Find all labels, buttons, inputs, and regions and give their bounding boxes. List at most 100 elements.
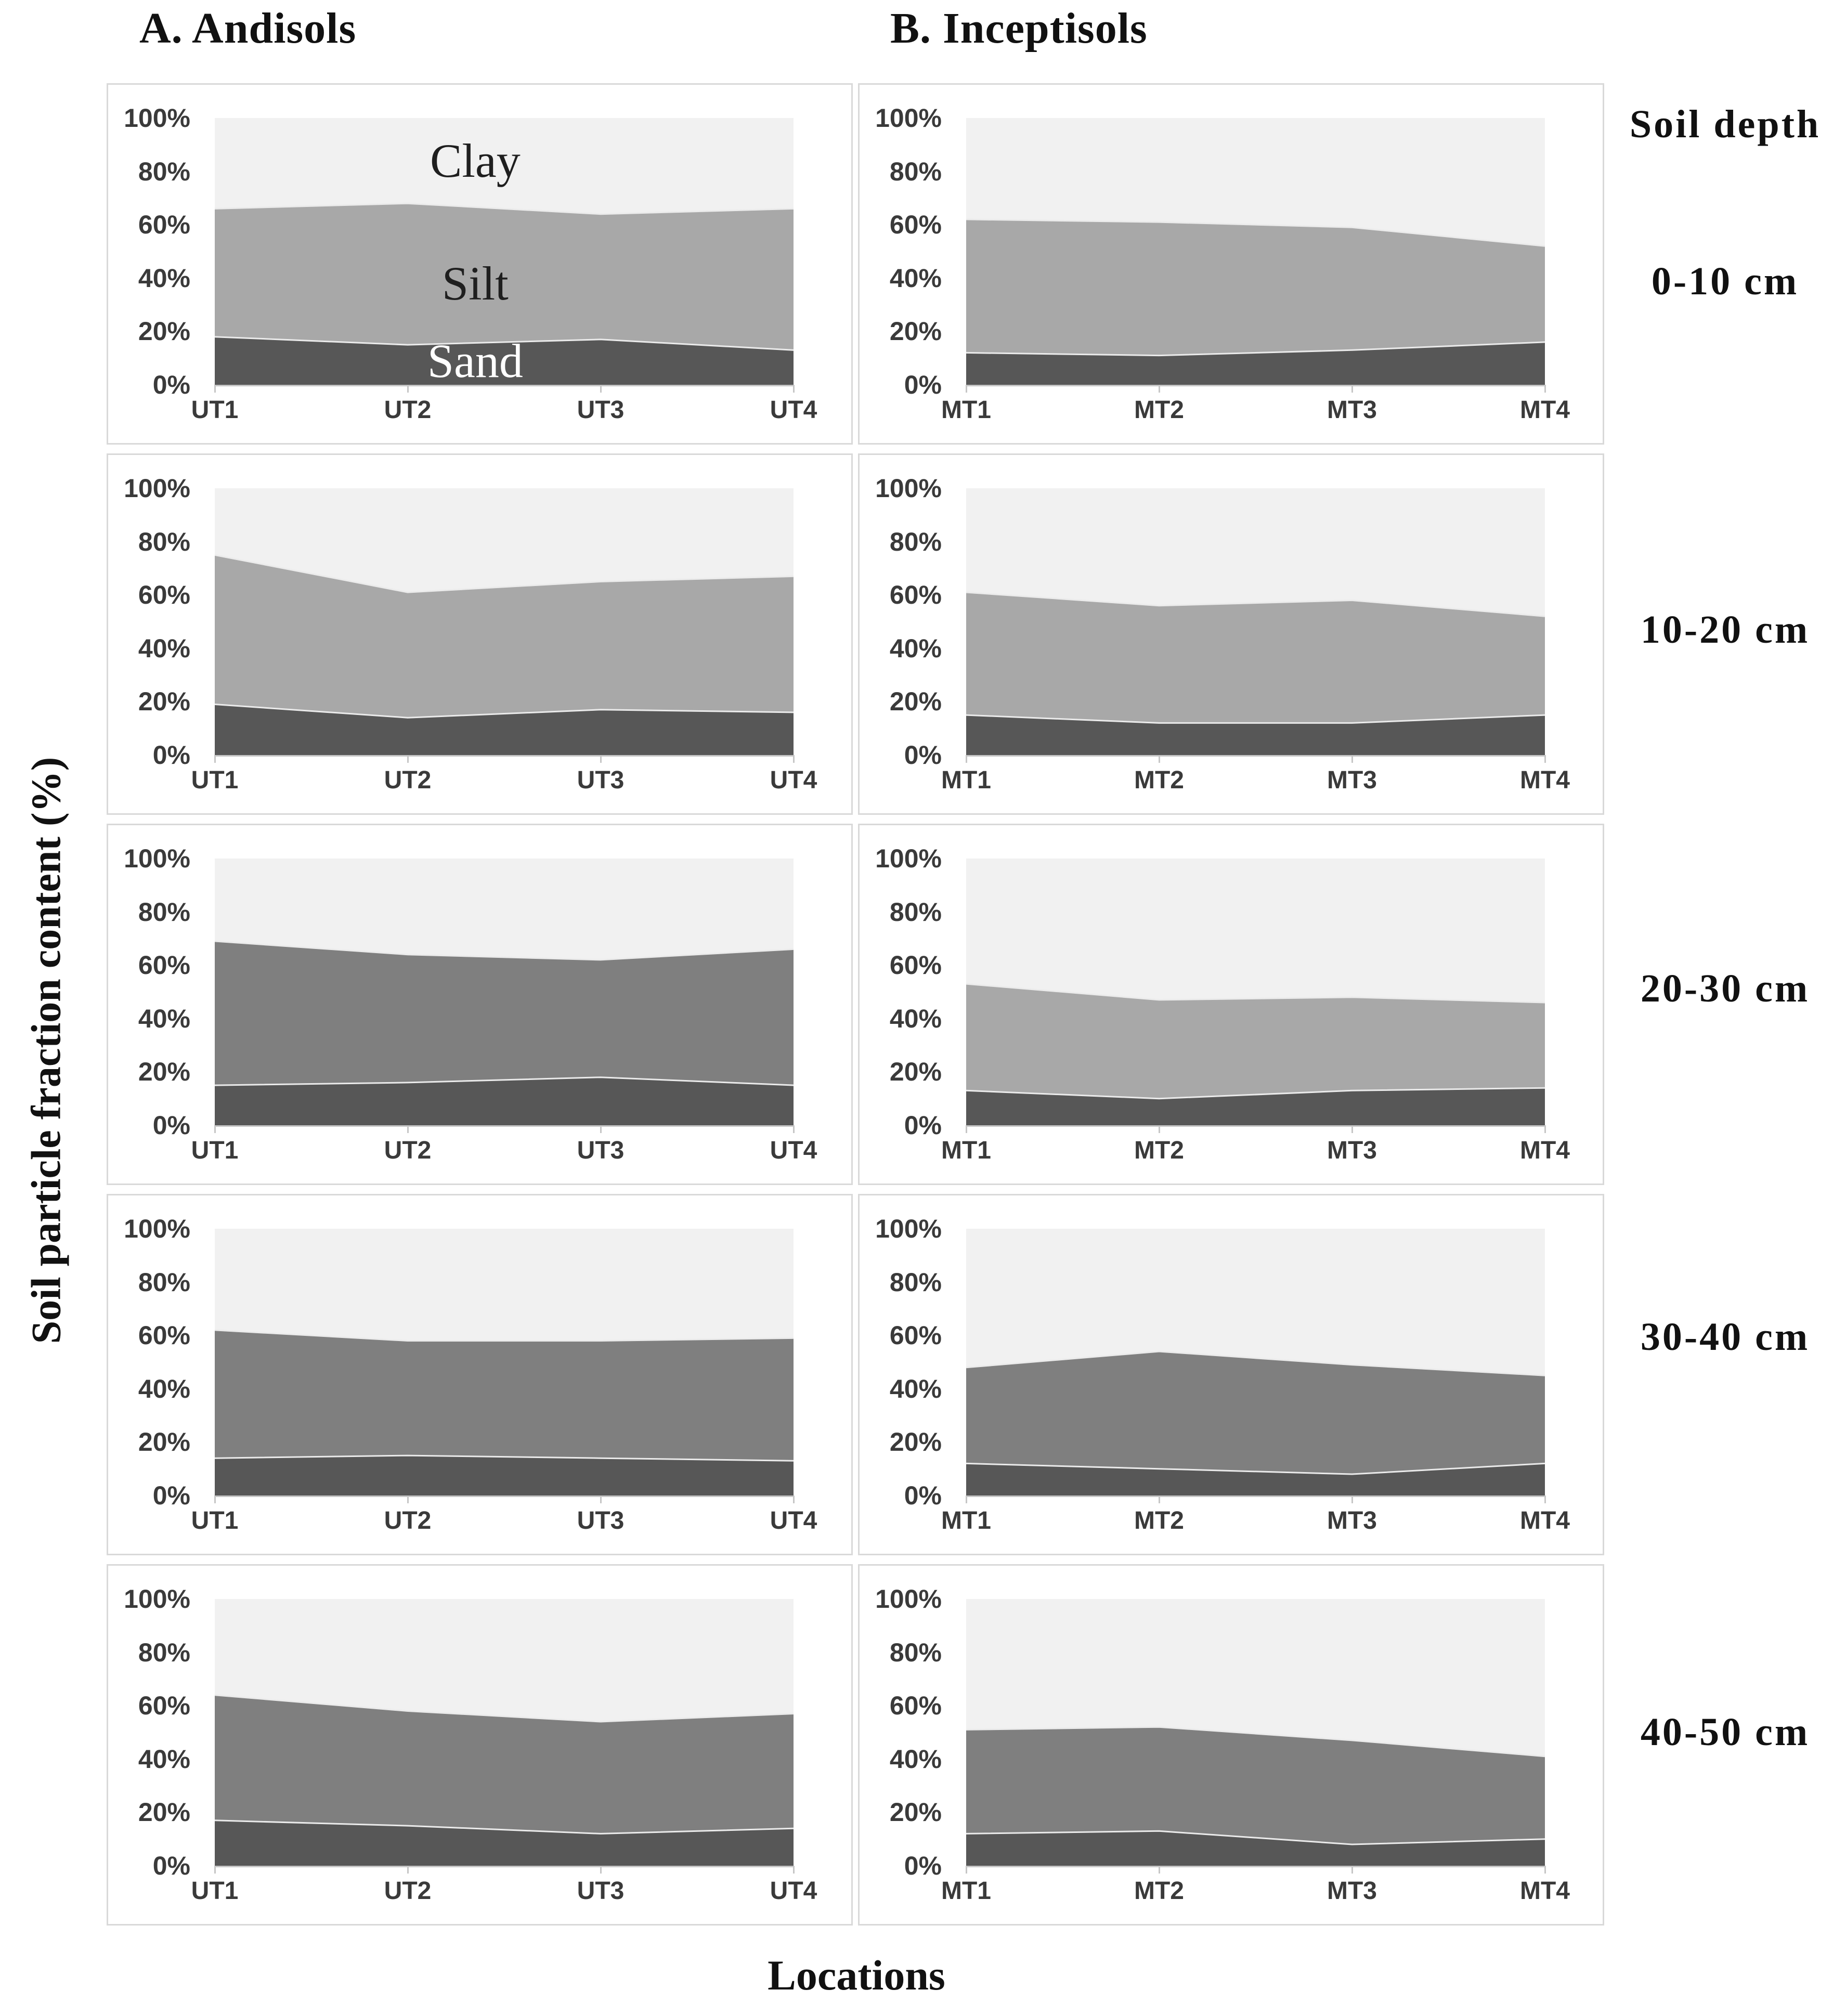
y-tick-label: 20%: [138, 687, 190, 717]
y-axis-title: Soil particle fraction content (%): [23, 757, 70, 1344]
x-tick-label-UT4: UT4: [770, 1877, 817, 1905]
sand-area-boundary: [966, 1830, 1545, 1845]
x-axis-line: [966, 1866, 1545, 1867]
x-tick-mark: [600, 1866, 602, 1874]
stacked-area-plot: [966, 1229, 1545, 1495]
x-tick-label-UT3: UT3: [577, 396, 625, 424]
series-label-clay: Clay: [430, 134, 521, 188]
x-axis-line: [966, 755, 1545, 757]
y-tick-label: 100%: [875, 1584, 942, 1614]
x-tick-label-MT4: MT4: [1520, 1137, 1570, 1164]
silt-area: [215, 203, 794, 385]
x-tick-mark: [1544, 755, 1546, 763]
x-tick-label-UT1: UT1: [191, 1877, 239, 1905]
silt-area: [215, 1695, 794, 1866]
x-tick-label-MT3: MT3: [1327, 1507, 1377, 1534]
y-tick-label: 40%: [889, 1004, 942, 1033]
y-tick-label: 60%: [889, 1321, 942, 1350]
x-tick-label-UT4: UT4: [770, 766, 817, 794]
x-tick-mark: [214, 385, 216, 393]
silt-area-boundary: [966, 591, 1545, 617]
y-tick-label: 0%: [152, 1481, 190, 1510]
x-tick-mark: [1351, 755, 1353, 763]
x-tick-label-MT1: MT1: [941, 1137, 991, 1164]
y-tick-label: 100%: [875, 1214, 942, 1243]
x-tick-mark: [1544, 1866, 1546, 1874]
depth-label-10-20cm: 10-20 cm: [1640, 608, 1810, 652]
x-tick-label-UT1: UT1: [191, 766, 239, 794]
sand-area: [966, 1463, 1545, 1495]
y-tick-label: 80%: [889, 1267, 942, 1297]
sand-area: [215, 1820, 794, 1866]
sand-area: [966, 1831, 1545, 1866]
y-tick-label: 60%: [889, 951, 942, 980]
sand-area-boundary: [966, 714, 1545, 724]
y-tick-label: 40%: [889, 263, 942, 293]
y-tick-label: 20%: [889, 1798, 942, 1827]
y-tick-label: 60%: [138, 580, 190, 610]
x-tick-label-UT3: UT3: [577, 1877, 625, 1905]
stacked-area-plot: [215, 1229, 794, 1495]
x-tick-mark: [792, 385, 795, 393]
x-tick-label-MT4: MT4: [1520, 1507, 1570, 1534]
x-tick-mark: [965, 385, 967, 393]
y-tick-label: 80%: [889, 527, 942, 556]
stacked-area-plot: [966, 1599, 1545, 1866]
x-tick-label-MT4: MT4: [1520, 1877, 1570, 1905]
x-axis-line: [215, 755, 794, 757]
x-tick-label-MT2: MT2: [1134, 766, 1184, 794]
x-tick-mark: [1544, 1125, 1546, 1133]
silt-area: [966, 1351, 1545, 1495]
x-tick-mark: [1351, 1866, 1353, 1874]
stacked-area-plot: [966, 118, 1545, 385]
x-tick-mark: [792, 755, 795, 763]
y-tick-label: 60%: [138, 1691, 190, 1721]
x-tick-mark: [214, 755, 216, 763]
sand-area-boundary: [215, 1076, 794, 1086]
x-tick-label-UT2: UT2: [384, 1507, 432, 1534]
x-tick-label-UT1: UT1: [191, 396, 239, 424]
sand-area-boundary: [215, 336, 794, 351]
sand-area: [215, 336, 794, 385]
x-tick-mark: [1351, 1495, 1353, 1503]
y-tick-label: 60%: [138, 1321, 190, 1350]
x-tick-mark: [1158, 1495, 1160, 1503]
x-tick-mark: [1158, 385, 1160, 393]
depth-label-0-10cm: 0-10 cm: [1651, 259, 1799, 303]
x-tick-mark: [1158, 755, 1160, 763]
y-tick-label: 20%: [138, 1057, 190, 1087]
x-axis-line: [215, 1866, 794, 1867]
sand-area-boundary: [966, 1462, 1545, 1475]
silt-area-boundary: [966, 1350, 1545, 1376]
x-tick-label-MT2: MT2: [1134, 1507, 1184, 1534]
y-tick-label: 0%: [152, 1111, 190, 1140]
chart-panel-andisols-20-30cm: 100% 80% 60% 40% 20% 0% UT1 UT2 UT3 UT4: [107, 824, 853, 1185]
chart-panel-inceptisols-30-40cm: 100% 80% 60% 40% 20% 0% MT1 MT2 MT3 MT4: [858, 1194, 1604, 1555]
y-tick-label: 80%: [138, 157, 190, 186]
y-tick-label: 0%: [904, 740, 942, 770]
x-tick-mark: [792, 1495, 795, 1503]
x-tick-label-UT4: UT4: [770, 1507, 817, 1534]
sand-area: [966, 715, 1545, 755]
sand-area: [966, 342, 1545, 385]
y-tick-label: 40%: [138, 263, 190, 293]
chart-panel-inceptisols-10-20cm: 100% 80% 60% 40% 20% 0% MT1 MT2 MT3 MT4: [858, 453, 1604, 815]
x-tick-mark: [214, 1495, 216, 1503]
y-tick-label: 60%: [138, 951, 190, 980]
y-tick-label: 80%: [138, 1267, 190, 1297]
y-tick-label: 100%: [124, 1214, 190, 1243]
x-tick-label-UT1: UT1: [191, 1507, 239, 1534]
silt-area-boundary: [966, 1726, 1545, 1758]
y-tick-label: 80%: [889, 1637, 942, 1667]
stacked-area-plot: [215, 859, 794, 1125]
x-tick-mark: [214, 1866, 216, 1874]
x-tick-label-UT2: UT2: [384, 1877, 432, 1905]
silt-area-boundary: [215, 202, 794, 215]
sand-area: [215, 1455, 794, 1495]
x-tick-mark: [1351, 1125, 1353, 1133]
silt-area: [215, 555, 794, 755]
y-tick-label: 0%: [904, 370, 942, 399]
y-tick-label: 40%: [138, 1004, 190, 1033]
x-tick-label-MT2: MT2: [1134, 396, 1184, 424]
depth-label-20-30cm: 20-30 cm: [1640, 967, 1810, 1010]
